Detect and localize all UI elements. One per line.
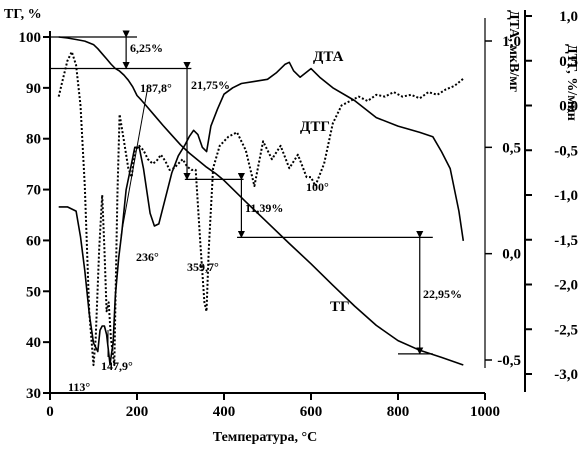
dta-axis-title: ДТА, мкВ/мг (506, 10, 521, 92)
x-axis-title: Температура, °С (213, 430, 317, 445)
axes (49, 10, 526, 394)
x-tick-label: 0 (46, 404, 54, 420)
dtg-tick-label: -3,0 (554, 367, 578, 383)
dta-tick-label: 1,0 (502, 34, 521, 50)
peak-113: 113° (68, 380, 90, 394)
tg-tick-label: 30 (26, 386, 41, 402)
dtg-tick-label: -2,0 (554, 278, 578, 294)
x-tick-label: 600 (300, 404, 323, 420)
dtg-tick-label: 0,0 (559, 99, 578, 115)
axis-ticks: 0 200 400 600 800 1000 30 40 50 60 70 80 90 100 -0,5 0,… (19, 9, 579, 420)
mass-loss-6-25: 6,25% (130, 41, 163, 55)
mass-loss-22-95: 22,95% (423, 287, 462, 301)
curve-label-dta: ДТА (313, 49, 344, 65)
tg-tick-label: 50 (26, 284, 41, 300)
tg-tick-label: 60 (26, 233, 41, 249)
x-tick-label: 1000 (470, 404, 500, 420)
peak-187-8: 187,8° (140, 81, 172, 95)
tg-tick-label: 90 (26, 81, 41, 97)
curve-label-tg: ТГ (330, 299, 350, 315)
series-dtg-line (57, 50, 464, 367)
tg-axis-title: ТГ, % (4, 7, 42, 22)
peak-100: 100° (306, 180, 329, 194)
mass-loss-21-75: 21,75% (191, 78, 230, 92)
tg-tick-label: 40 (26, 335, 41, 351)
tg-tick-label: 100 (19, 30, 42, 46)
curve-label-dtg: ДТГ (300, 119, 330, 135)
x-tick-label: 800 (387, 404, 410, 420)
series-tg-line (58, 36, 464, 366)
tg-tick-label: 70 (26, 183, 41, 199)
dtg-tick-label: -1,5 (554, 233, 578, 249)
dta-tick-label: 0,0 (502, 247, 521, 263)
leader-187-8 (120, 85, 149, 237)
tg-tick-label: 80 (26, 132, 41, 148)
peak-147-9: 147,9° (101, 359, 133, 373)
dtg-tick-label: 0,5 (559, 54, 578, 70)
x-tick-label: 200 (126, 404, 149, 420)
x-tick-label: 400 (213, 404, 236, 420)
dtg-tick-label: -0,5 (554, 143, 578, 159)
peak-236: 236° (136, 250, 159, 264)
dta-tick-label: -0,5 (497, 353, 521, 369)
dtg-tick-label: -2,5 (554, 322, 578, 338)
dta-tick-label: 0,5 (502, 140, 521, 156)
dtg-tick-label: -1,0 (554, 188, 578, 204)
dtg-tick-label: 1,0 (559, 9, 578, 25)
mass-loss-11-39: 11,39% (245, 201, 283, 215)
peak-359-7: 359,7° (187, 260, 219, 274)
annotations (50, 30, 433, 357)
dtg-axis-title: ДТГ, %/мин (564, 44, 579, 121)
